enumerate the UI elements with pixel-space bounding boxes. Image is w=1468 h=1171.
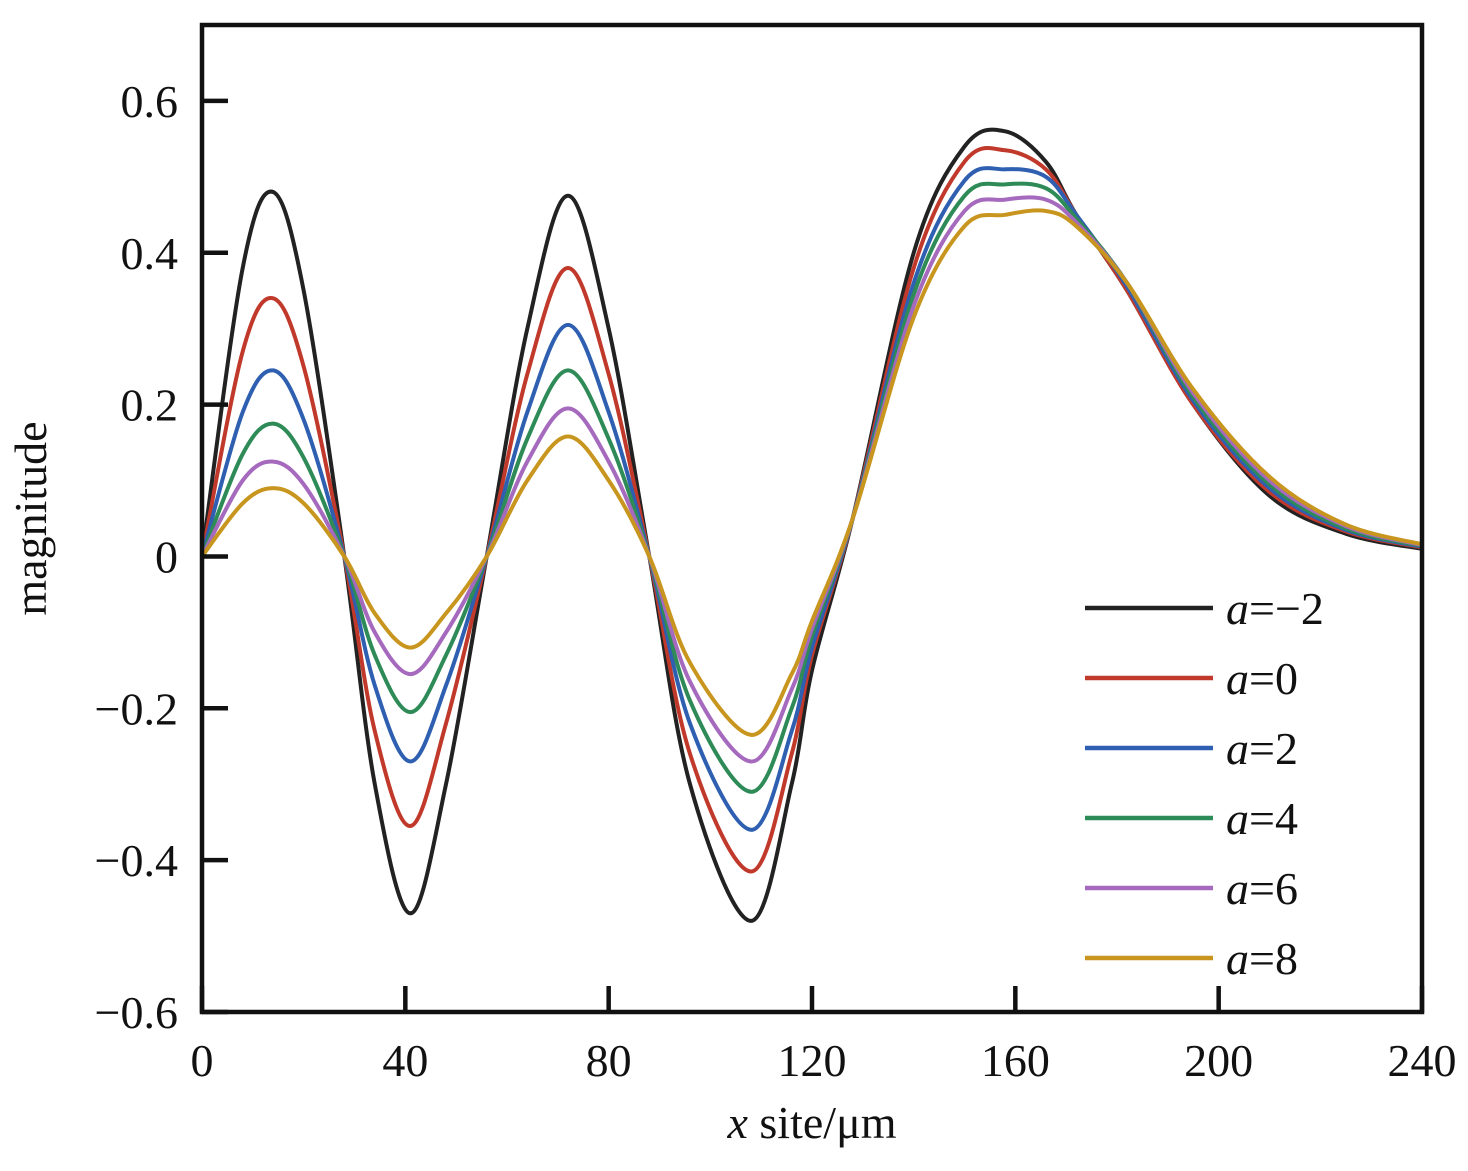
- y-tick-label: 0.6: [121, 76, 179, 127]
- legend-label: a=−2: [1226, 583, 1324, 634]
- y-tick-label: −0.4: [95, 835, 178, 886]
- x-tick-label: 200: [1184, 1035, 1253, 1086]
- x-axis-title-unit: site/μm: [748, 1097, 897, 1148]
- legend-label-var: a: [1226, 933, 1249, 984]
- legend-label: a=8: [1226, 933, 1298, 984]
- series-lines: [200, 127, 1423, 923]
- series-line: [200, 208, 1423, 737]
- x-tick-label: 240: [1388, 1035, 1457, 1086]
- legend-label-var: a: [1226, 723, 1249, 774]
- x-axis-title: x site/μm: [726, 1097, 896, 1148]
- y-axis-title: magnitude: [5, 421, 56, 615]
- x-tick-label: 0: [191, 1035, 214, 1086]
- x-tick-label: 160: [981, 1035, 1050, 1086]
- legend-label-var: a: [1226, 653, 1249, 704]
- x-axis-title-var: x: [726, 1097, 748, 1148]
- x-axis-ticks: 0 40 80 120 160 200 240: [191, 986, 1457, 1086]
- legend-label-value: =0: [1249, 653, 1298, 704]
- y-axis-ticks: 0.6 0.4 0.2 0 −0.2 −0.4 −0.6: [95, 76, 228, 1038]
- legend-label-value: =4: [1249, 793, 1298, 844]
- x-tick-label: 80: [586, 1035, 632, 1086]
- legend-label-value: =−2: [1249, 583, 1324, 634]
- legend-label: a=2: [1226, 723, 1298, 774]
- legend-label-value: =2: [1249, 723, 1298, 774]
- y-tick-label: 0.4: [121, 228, 179, 279]
- y-tick-label: 0.2: [121, 380, 179, 431]
- legend: a=−2a=0a=2a=4a=6a=8: [1085, 583, 1324, 984]
- x-tick-label: 120: [778, 1035, 847, 1086]
- legend-label-var: a: [1226, 793, 1249, 844]
- y-tick-label: −0.2: [95, 683, 178, 734]
- legend-label-value: =8: [1249, 933, 1298, 984]
- legend-label-var: a: [1226, 583, 1249, 634]
- x-tick-label: 40: [382, 1035, 428, 1086]
- y-tick-label: −0.6: [95, 987, 178, 1038]
- legend-label: a=0: [1226, 653, 1298, 704]
- y-tick-label: 0: [155, 531, 178, 582]
- legend-label: a=6: [1226, 863, 1298, 914]
- legend-label: a=4: [1226, 793, 1298, 844]
- legend-label-var: a: [1226, 863, 1249, 914]
- legend-label-value: =6: [1249, 863, 1298, 914]
